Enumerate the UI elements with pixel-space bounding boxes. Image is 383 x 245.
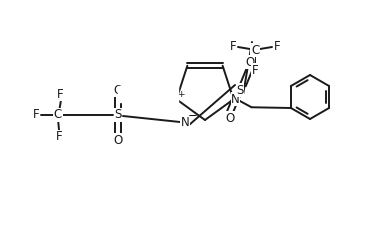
Text: O: O — [225, 111, 235, 124]
Text: S: S — [236, 84, 244, 97]
Text: N: N — [231, 93, 240, 106]
Text: O: O — [113, 134, 123, 147]
Text: F: F — [230, 40, 236, 53]
Text: O: O — [246, 56, 255, 69]
Text: C: C — [251, 44, 259, 57]
Text: F: F — [33, 109, 39, 122]
Text: O: O — [113, 84, 123, 97]
Text: methyl: methyl — [144, 93, 148, 94]
Text: methyl: methyl — [149, 94, 153, 95]
Text: C: C — [54, 109, 62, 122]
Text: methyl: methyl — [124, 90, 165, 103]
Text: methyl: methyl — [144, 94, 148, 95]
Text: F: F — [56, 131, 62, 144]
Text: +: + — [177, 90, 184, 99]
Text: −: − — [188, 110, 198, 122]
Text: methyl: methyl — [140, 96, 145, 97]
Text: F: F — [252, 63, 258, 76]
Text: N: N — [170, 93, 179, 106]
Text: F: F — [57, 87, 63, 100]
Text: F: F — [274, 40, 280, 53]
Text: methyl: methyl — [141, 93, 145, 94]
Text: N: N — [181, 117, 189, 130]
Bar — [118, 86, 178, 102]
Text: S: S — [114, 109, 122, 122]
